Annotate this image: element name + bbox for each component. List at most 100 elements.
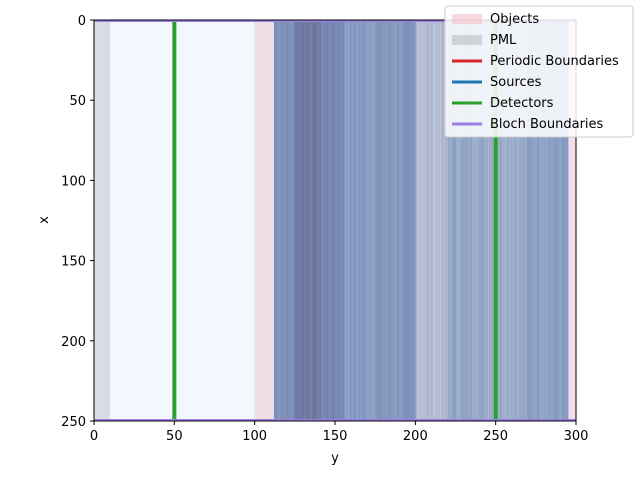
legend-swatch-pml [452, 35, 482, 45]
field-stripe [551, 20, 553, 421]
field-stripe [491, 20, 493, 421]
field-stripe [558, 20, 560, 421]
field-stripe [466, 20, 468, 421]
field-stripe [498, 20, 500, 421]
field-stripe [273, 20, 276, 421]
x-tick-label: 0 [90, 429, 98, 444]
field-stripe [517, 20, 520, 421]
field-stripe [342, 20, 345, 421]
legend: Objects PML Periodic Boundaries Sources Dete… [444, 5, 634, 138]
field-stripe [535, 20, 537, 421]
y-tick-label: 0 [78, 14, 86, 29]
field-stripe [284, 20, 286, 421]
field-stripe [335, 20, 338, 421]
field-stripe [528, 20, 530, 421]
field-stripe [295, 20, 297, 421]
field-stripe [275, 20, 277, 421]
field-stripe [372, 20, 375, 421]
field-stripe [344, 20, 346, 421]
field-stripe [302, 20, 304, 421]
field-stripe [385, 20, 387, 421]
field-stripe [379, 20, 382, 421]
field-stripe [478, 20, 481, 421]
field-stripe [349, 20, 352, 421]
field-stripe [277, 20, 279, 421]
y-tick-label: 200 [61, 335, 86, 350]
field-stripe [554, 20, 557, 421]
field-stripe [530, 20, 532, 421]
field-stripe [422, 20, 424, 421]
field-stripe [355, 20, 357, 421]
field-stripe [321, 20, 323, 421]
field-stripe [323, 20, 325, 421]
field-stripe [364, 20, 366, 421]
field-stripe [425, 20, 428, 421]
field-stripe [303, 20, 306, 421]
field-stripe [475, 20, 477, 421]
field-stripe [539, 20, 541, 421]
field-stripe [440, 20, 442, 421]
field-stripe [500, 20, 502, 421]
field-stripe [411, 20, 414, 421]
field-stripe [454, 20, 456, 421]
field-stripe [300, 20, 302, 421]
field-stripe [383, 20, 385, 421]
field-stripe [365, 20, 368, 421]
field-stripe [420, 20, 422, 421]
field-stripe [514, 20, 516, 421]
field-stripe [390, 20, 392, 421]
field-stripe [503, 20, 505, 421]
field-stripe [330, 20, 332, 421]
y-tick-label: 150 [61, 255, 86, 270]
field-stripe [531, 20, 534, 421]
field-stripe [318, 20, 320, 421]
field-stripe [413, 20, 415, 421]
y-axis-label: x [37, 216, 52, 224]
field-stripe [399, 20, 401, 421]
field-stripe [569, 20, 571, 421]
field-stripe [519, 20, 521, 421]
field-stripe [473, 20, 475, 421]
field-stripe [328, 20, 331, 421]
region-pml [94, 20, 111, 421]
field-stripe [378, 20, 380, 421]
field-stripe [339, 20, 341, 421]
x-tick-label: 50 [166, 429, 183, 444]
field-stripe [470, 20, 472, 421]
field-stripe [346, 20, 348, 421]
field-stripe [512, 20, 514, 421]
field-stripe [293, 20, 295, 421]
field-stripe [521, 20, 523, 421]
field-stripe [509, 20, 511, 421]
field-stripe [455, 20, 458, 421]
field-stripe [507, 20, 509, 421]
field-stripe [326, 20, 329, 421]
legend-label-objects: Objects [490, 12, 539, 27]
field-stripe [404, 20, 407, 421]
field-stripe [392, 20, 394, 421]
field-stripe [486, 20, 488, 421]
field-stripe [547, 20, 550, 421]
field-stripe [305, 20, 308, 421]
field-stripes [273, 20, 571, 421]
field-stripe [348, 20, 350, 421]
field-stripe [524, 20, 527, 421]
field-stripe [334, 20, 336, 421]
field-stripe [526, 20, 528, 421]
x-axis: 0 50 100 150 200 250 300 [90, 421, 588, 444]
field-stripe [516, 20, 518, 421]
field-stripe [450, 20, 452, 421]
field-stripe [341, 20, 343, 421]
field-stripe [395, 20, 398, 421]
field-stripe [464, 20, 467, 421]
field-stripe [438, 20, 440, 421]
field-stripe [381, 20, 384, 421]
field-stripe [556, 20, 559, 421]
y-axis: 0 50 100 150 200 250 [61, 14, 94, 430]
field-stripe [387, 20, 389, 421]
field-stripe [533, 20, 536, 421]
field-stripe [501, 20, 504, 421]
legend-label-periodic-boundaries: Periodic Boundaries [490, 54, 619, 69]
field-stripe [402, 20, 405, 421]
